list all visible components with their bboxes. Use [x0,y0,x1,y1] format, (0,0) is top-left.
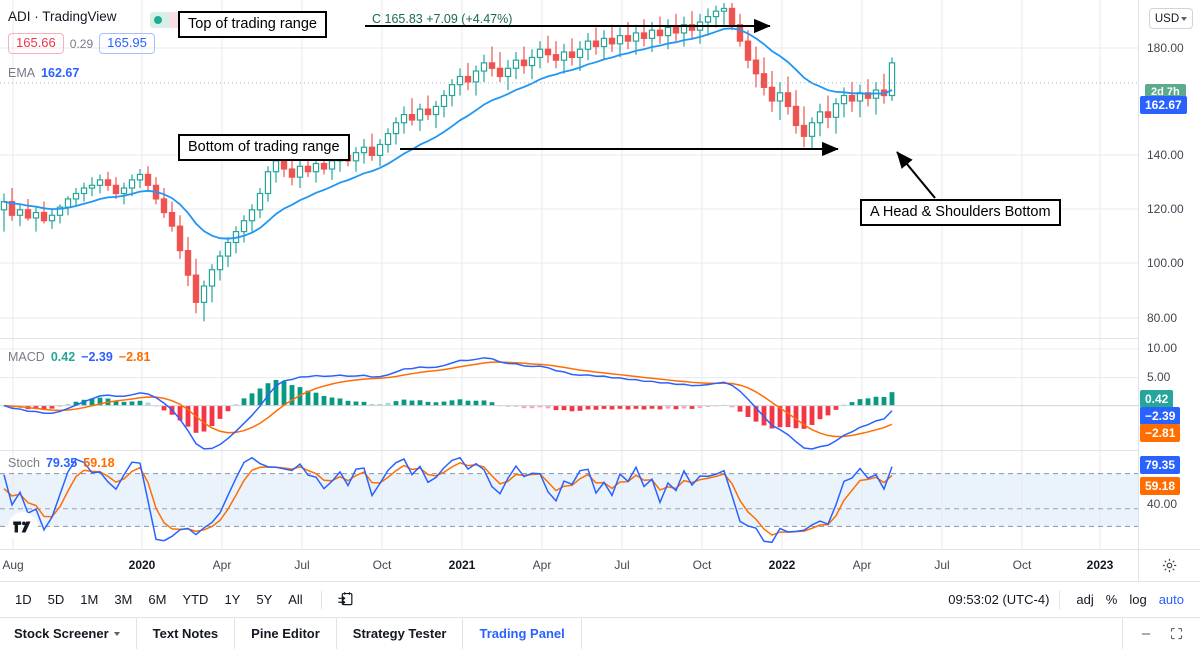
time-axis[interactable]: Aug 2020 Apr Jul Oct 2021 Apr Jul Oct 2022 Apr Jul O… [0,549,1200,581]
scale-option-percent[interactable]: % [1105,592,1118,607]
tab-label: Trading Panel [479,626,565,641]
time-axis-tick: 2022 [768,558,796,572]
macd-value-badge: 0.42 [1140,390,1174,408]
chart-bottom-toolbar[interactable]: 1D 5D 1M 3M 6M YTD 1Y 5Y All 09:53:02 (UTC-4) ad… [0,581,1200,617]
tradingview-logo-watermark [8,512,38,542]
annotation-top-of-range[interactable]: Top of trading range [178,11,327,38]
axis-tick-label: 120.00 [1147,202,1184,216]
stoch-value-badge: 59.18 [1140,477,1181,495]
range-button-5y[interactable]: 5Y [256,592,273,607]
minimize-button[interactable] [1139,627,1153,641]
toolbar-divider-1 [320,590,322,609]
annotation-hs-text: A Head & Shoulders Bottom [870,204,1051,220]
calendar-range-icon [338,592,353,606]
annotation-top-text: Top of trading range [188,16,317,32]
annotation-head-and-shoulders[interactable]: A Head & Shoulders Bottom [860,199,1061,226]
last-price-badge: 162.67 [1140,96,1187,114]
stoch-chart-canvas[interactable] [0,451,1138,549]
toolbar-divider-2 [1059,590,1061,609]
time-axis-tick: Oct [692,558,712,572]
axis-tick-label: 100.00 [1147,256,1184,270]
right-price-axis[interactable]: USD 180.00 140.00 120.00 100.00 80.00 10.00 5.… [1138,0,1200,549]
axis-tick-label: 10.00 [1147,341,1178,355]
scale-option-adj[interactable]: adj [1076,592,1094,607]
time-range-buttons: 1D 5D 1M 3M 6M YTD 1Y 5Y All [0,589,311,610]
time-axis-tick: Apr [852,558,872,572]
go-to-date-button[interactable] [332,590,359,609]
axis-tick-label: 5.00 [1147,370,1171,384]
price-chart-canvas[interactable] [0,0,1138,338]
range-button-6m[interactable]: 6M [148,592,167,607]
scale-options: adj% log auto [1070,589,1200,610]
fullscreen-icon [1170,627,1183,640]
range-button-1m[interactable]: 1M [80,592,99,607]
axis-tick-label: 140.00 [1147,148,1184,162]
scale-option-auto[interactable]: auto [1158,592,1184,607]
gear-icon [1162,558,1177,573]
range-button-1d[interactable]: 1D [15,592,32,607]
tab-label: Stock Screener [14,626,109,641]
time-axis-tick: 2020 [128,558,156,572]
bottom-panel-tabs[interactable]: Stock Screener Text Notes Pine Editor Strat… [0,617,1200,649]
tab-label: Text Notes [152,626,219,641]
symbol-status-indicator [150,12,184,28]
tab-label: Pine Editor [251,626,320,641]
time-axis-tick: Oct [372,558,392,572]
macd-pane[interactable] [0,338,1138,450]
macd-chart-canvas[interactable] [0,339,1138,450]
panel-window-controls [1122,618,1200,649]
currency-select[interactable]: USD [1149,8,1193,29]
time-axis-tick: Oct [1012,558,1032,572]
tab-trading-panel[interactable]: Trading Panel [463,618,582,649]
tabs-list: Stock Screener Text Notes Pine Editor Strat… [0,618,582,649]
tab-strategy-tester[interactable]: Strategy Tester [337,618,464,649]
tab-label: Strategy Tester [352,626,447,641]
time-axis-tick: Aug [2,558,24,572]
stoch-value-badge: 79.35 [1140,456,1181,474]
fullscreen-button[interactable] [1169,626,1184,641]
scale-option-log[interactable]: log [1129,592,1147,607]
annotation-bottom-text: Bottom of trading range [188,139,340,155]
tab-stock-screener[interactable]: Stock Screener [0,618,137,649]
time-axis-tick: Jul [614,558,630,572]
time-axis-tick: 2021 [448,558,476,572]
time-axis-tick: 2023 [1086,558,1114,572]
time-axis-tick: Apr [212,558,232,572]
axis-tick-label: 180.00 [1147,41,1184,55]
range-button-1y[interactable]: 1Y [224,592,241,607]
axis-tick-label: 80.00 [1147,311,1178,325]
annotation-bottom-of-range[interactable]: Bottom of trading range [178,134,350,161]
macd-value-badge: −2.39 [1140,407,1181,425]
range-button-5d[interactable]: 5D [47,592,65,607]
time-axis-tick: Jul [934,558,950,572]
range-button-all[interactable]: All [288,592,303,607]
chevron-down-icon [1181,16,1188,21]
time-axis-tick: Jul [294,558,310,572]
macd-value-badge: −2.81 [1140,424,1181,442]
range-button-ytd[interactable]: YTD [182,592,209,607]
axis-tick-label: 40.00 [1147,497,1178,511]
range-button-3m[interactable]: 3M [114,592,133,607]
tab-text-notes[interactable]: Text Notes [137,618,236,649]
stoch-pane[interactable] [0,450,1138,549]
chevron-down-icon [113,631,120,636]
chart-settings-button[interactable] [1138,550,1200,581]
price-pane[interactable] [0,0,1138,338]
session-clock[interactable]: 09:53:02 (UTC-4) [948,592,1050,607]
minimize-icon [1141,632,1151,635]
tab-pine-editor[interactable]: Pine Editor [235,618,337,649]
time-axis-tick: Apr [532,558,552,572]
currency-label: USD [1154,12,1180,25]
